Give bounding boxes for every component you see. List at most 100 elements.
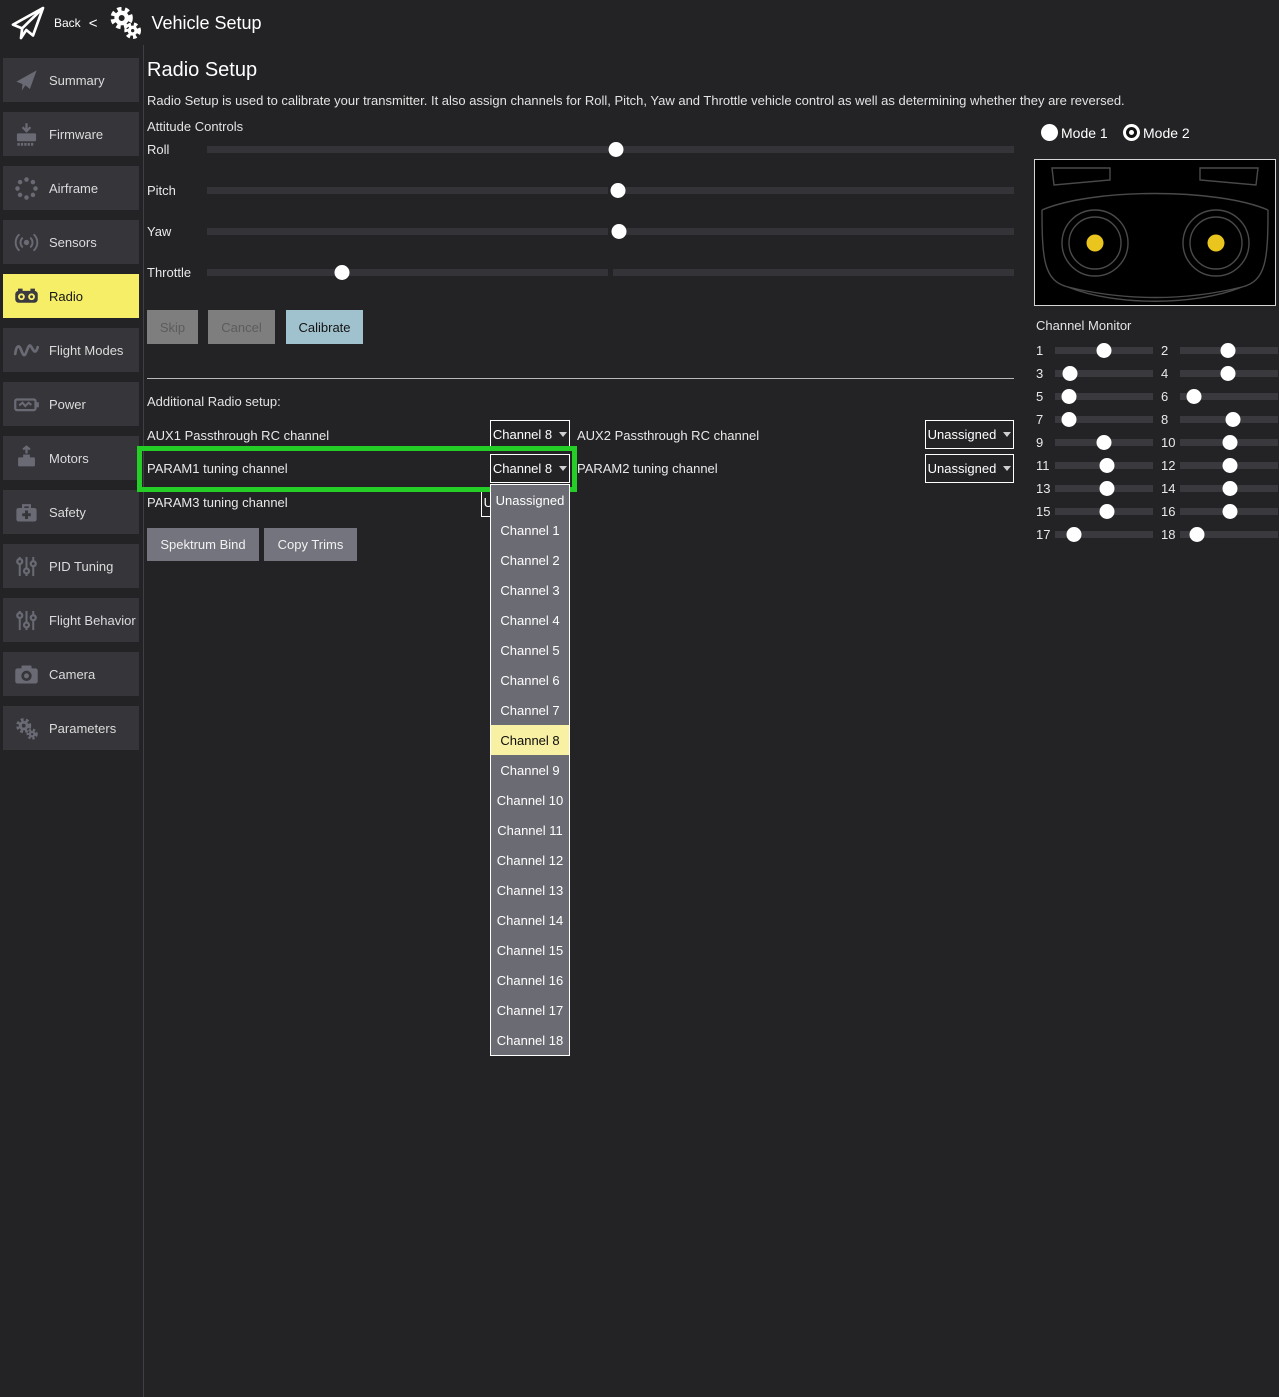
page-title: Radio Setup: [147, 59, 258, 81]
dropdown-option[interactable]: Channel 13: [496, 882, 564, 898]
channel-bar: [1180, 481, 1278, 496]
sidebar-item-airframe[interactable]: Airframe: [3, 166, 139, 210]
section-divider: [147, 378, 1014, 379]
dropdown-option[interactable]: Channel 11: [497, 822, 563, 838]
channel-value-dot: [1099, 481, 1115, 496]
sidebar-item-pid-tuning[interactable]: PID Tuning: [3, 544, 139, 588]
dropdown-option[interactable]: Channel 2: [500, 552, 560, 568]
sidebar-item-safety[interactable]: Safety: [3, 490, 139, 534]
channel-monitor-row: 2: [1161, 339, 1278, 362]
aux2-channel-dropdown[interactable]: Unassigned: [925, 420, 1014, 449]
sidebar-item-motors[interactable]: Motors: [3, 436, 139, 480]
airframe-icon: [3, 175, 49, 202]
skip-button[interactable]: Skip: [147, 310, 198, 344]
channel-bar: [1055, 527, 1153, 542]
sidebar-item-power[interactable]: Power: [3, 382, 139, 426]
sidebar-item-sensors[interactable]: Sensors: [3, 220, 139, 264]
param3-label: PARAM3 tuning channel: [147, 495, 288, 510]
channel-monitor-row: 6: [1161, 385, 1278, 408]
param1-channel-dropdown[interactable]: Channel 8: [490, 454, 570, 483]
dropdown-option[interactable]: Channel 8: [491, 725, 569, 755]
channel-value-dot: [1222, 481, 1238, 496]
channel-monitor-row: 15: [1036, 500, 1153, 523]
power-icon: [3, 391, 49, 418]
wave-icon: [3, 337, 49, 364]
channel-monitor-row: 5: [1036, 385, 1153, 408]
slider-track[interactable]: [613, 228, 1014, 235]
dropdown-option[interactable]: Channel 15: [496, 942, 564, 958]
slider-track[interactable]: [207, 269, 608, 276]
sidebar-item-camera[interactable]: Camera: [3, 652, 139, 696]
channel-bar: [1180, 412, 1278, 427]
motors-icon: [3, 444, 49, 472]
channel-value-dot: [1062, 366, 1078, 381]
sidebar-item-parameters[interactable]: Parameters: [3, 706, 139, 750]
dropdown-option[interactable]: Channel 5: [500, 642, 560, 658]
aux2-label: AUX2 Passthrough RC channel: [577, 428, 760, 443]
param1-label: PARAM1 tuning channel: [147, 461, 288, 476]
dropdown-option[interactable]: Channel 7: [500, 702, 560, 718]
sidebar-item-flight-behavior[interactable]: Flight Behavior: [3, 598, 139, 642]
dropdown-option[interactable]: Channel 4: [500, 612, 560, 628]
slider-track[interactable]: [207, 228, 608, 235]
back-button[interactable]: Back: [54, 16, 81, 30]
page-description: Radio Setup is used to calibrate your tr…: [147, 93, 1125, 108]
channel-bar: [1055, 343, 1153, 358]
sidebar-item-radio[interactable]: Radio: [3, 274, 139, 318]
copy-trims-button[interactable]: Copy Trims: [264, 528, 357, 561]
channel-value-dot: [1099, 458, 1115, 473]
slider-track[interactable]: [207, 146, 608, 153]
channel-value-dot: [1222, 458, 1238, 473]
param2-channel-dropdown[interactable]: Unassigned: [925, 454, 1014, 483]
dropdown-option[interactable]: Channel 1: [500, 522, 560, 538]
dropdown-option[interactable]: Channel 3: [500, 582, 560, 598]
channel-value-dot: [1061, 412, 1077, 427]
channel-value-dot: [1186, 389, 1202, 404]
channel-value-dot: [1096, 343, 1112, 358]
channel-value-dot: [1189, 527, 1205, 542]
mode-2-radio[interactable]: Mode 2: [1123, 124, 1190, 141]
dropdown-option[interactable]: Channel 17: [496, 1002, 564, 1018]
transmitter-sticks-image: [1034, 159, 1276, 306]
slider-track[interactable]: [613, 269, 1014, 276]
dropdown-option[interactable]: Channel 14: [496, 912, 564, 928]
channel-bar: [1055, 389, 1153, 404]
dropdown-option[interactable]: Channel 6: [500, 672, 560, 688]
channel-monitor-row: 3: [1036, 362, 1153, 385]
dropdown-option[interactable]: Channel 18: [496, 1032, 564, 1048]
dropdown-option[interactable]: Channel 9: [500, 762, 560, 778]
channel-monitor-row: 12: [1161, 454, 1278, 477]
slider-track[interactable]: [207, 187, 608, 194]
slider-track[interactable]: [613, 187, 1014, 194]
channel-value-dot: [1096, 435, 1112, 450]
slider-throttle: Throttle: [147, 265, 1014, 281]
sliders-icon: [3, 607, 49, 634]
dropdown-option[interactable]: Channel 16: [496, 972, 564, 988]
aux1-channel-dropdown[interactable]: Channel 8: [490, 420, 570, 449]
sidebar-item-firmware[interactable]: Firmware: [3, 112, 139, 156]
cancel-button[interactable]: Cancel: [208, 310, 275, 344]
paper-plane-icon[interactable]: [8, 3, 48, 43]
mode-1-radio[interactable]: Mode 1: [1041, 124, 1108, 141]
sliders-icon: [3, 553, 49, 580]
spektrum-bind-button[interactable]: Spektrum Bind: [147, 528, 259, 561]
channel-monitor-heading: Channel Monitor: [1036, 318, 1132, 333]
calibrate-button[interactable]: Calibrate: [286, 310, 363, 344]
dropdown-option[interactable]: Channel 12: [496, 852, 564, 868]
radio-button-icon: [1041, 124, 1058, 141]
dropdown-option[interactable]: Unassigned: [495, 492, 565, 508]
safety-icon: [3, 499, 49, 526]
sensors-icon: [3, 229, 49, 256]
channel-bar: [1180, 504, 1278, 519]
sidebar-item-flight-modes[interactable]: Flight Modes: [3, 328, 139, 372]
sidebar-item-summary[interactable]: Summary: [3, 58, 139, 102]
chevron-down-icon: [1003, 432, 1012, 437]
channel-monitor-row: 8: [1161, 408, 1278, 431]
camera-icon: [3, 661, 49, 688]
channel-monitor-row: 16: [1161, 500, 1278, 523]
slider-track[interactable]: [613, 146, 1014, 153]
breadcrumb-separator: <: [88, 14, 98, 32]
channel-monitor-row: 13: [1036, 477, 1153, 500]
left-stick-dot: [1086, 234, 1104, 252]
dropdown-option[interactable]: Channel 10: [496, 792, 564, 808]
